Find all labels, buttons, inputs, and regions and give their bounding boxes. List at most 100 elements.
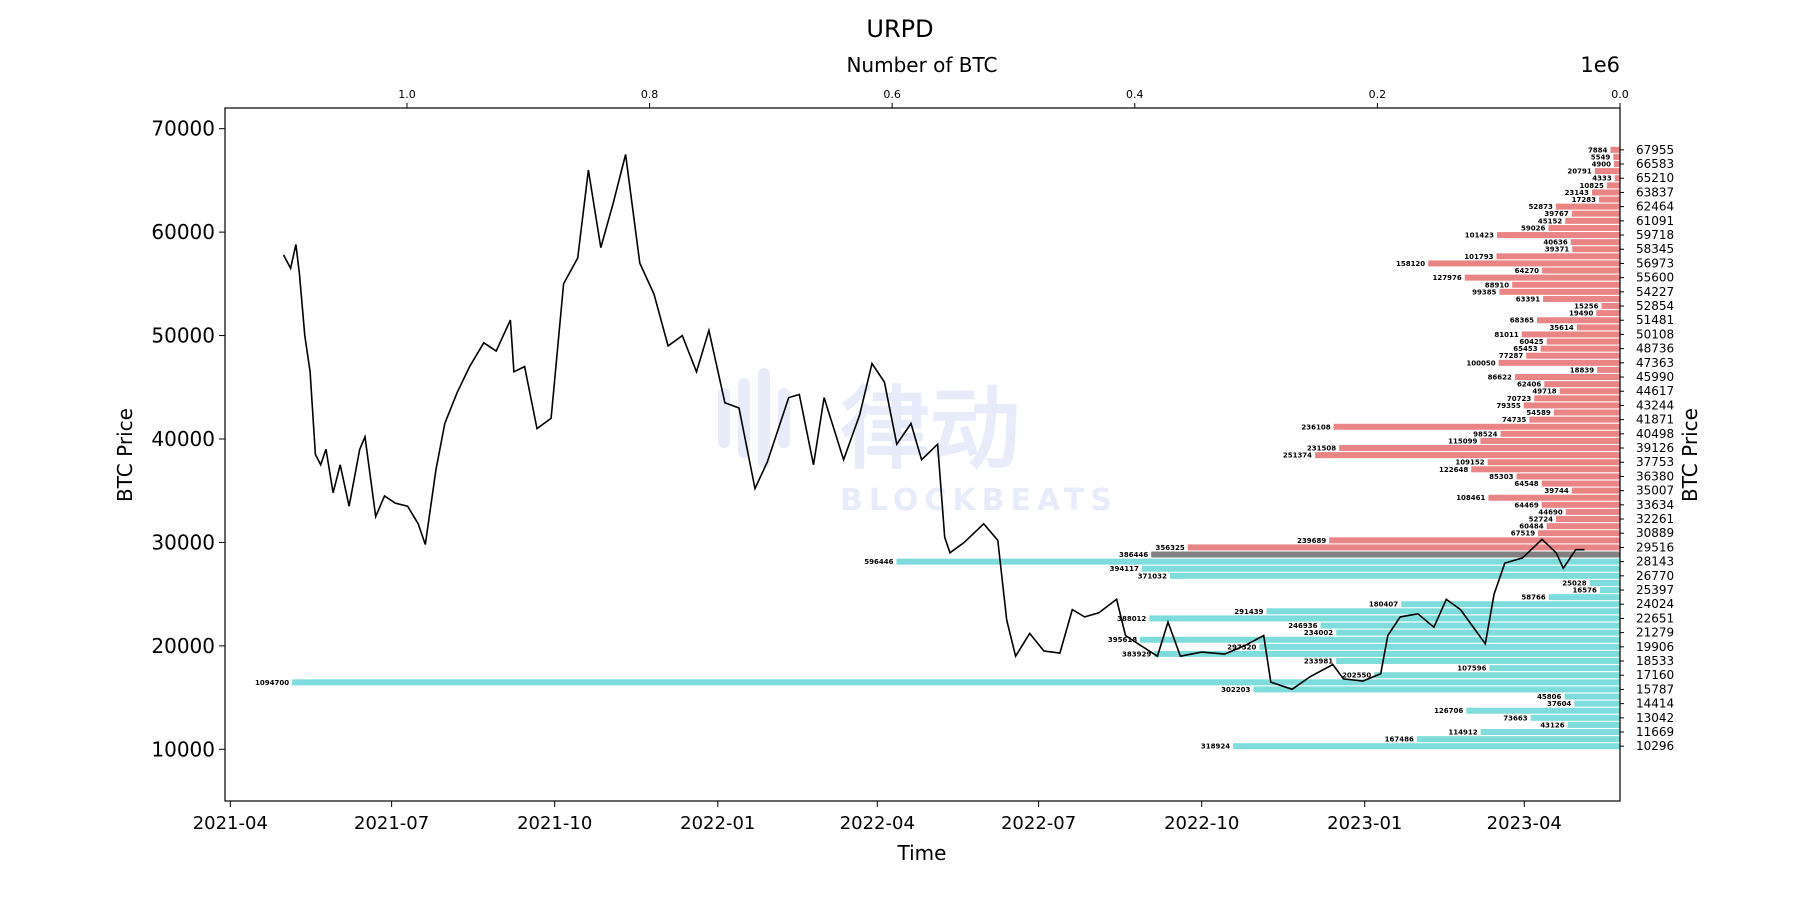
- urpd-bar: [1541, 501, 1620, 508]
- y2-tick-label: 21279: [1636, 626, 1674, 640]
- urpd-bar-label: 25028: [1562, 579, 1586, 587]
- y2-axis-label: BTC Price: [1678, 408, 1702, 502]
- urpd-bar-label: 73663: [1503, 714, 1527, 722]
- urpd-bar-label: 383929: [1122, 650, 1151, 658]
- urpd-bar-label: 114912: [1448, 729, 1477, 737]
- y2-tick-label: 59718: [1636, 228, 1674, 242]
- urpd-bar-label: 18839: [1570, 366, 1594, 374]
- urpd-bar: [1565, 508, 1620, 515]
- urpd-bar: [1149, 615, 1620, 622]
- chart-title: URPD: [866, 15, 933, 43]
- urpd-bar: [1548, 224, 1620, 231]
- urpd-bar-label: 64270: [1515, 267, 1539, 275]
- x-axis: 2021-04 2021-07 2021-10 2022-01 2022-04 2022-…: [193, 801, 1562, 834]
- y2-tick-label: 22651: [1636, 611, 1674, 625]
- y-axis-label: BTC Price: [113, 408, 137, 502]
- urpd-bar-label: 45806: [1537, 693, 1561, 701]
- urpd-bar-label: 395618: [1108, 636, 1137, 644]
- urpd-bar-label: 37604: [1547, 700, 1571, 708]
- y2-tick-label: 32261: [1636, 512, 1674, 526]
- y-tick-label: 40000: [151, 427, 215, 451]
- x-tick-label: 2022-10: [1164, 813, 1239, 834]
- urpd-bar-label: 180407: [1369, 601, 1398, 609]
- urpd-bar: [1339, 445, 1620, 452]
- urpd-bar-label: 58766: [1521, 594, 1545, 602]
- y2-tick-label: 26770: [1636, 569, 1674, 583]
- y2-tick-label: 58345: [1636, 242, 1674, 256]
- urpd-bar: [1488, 494, 1620, 501]
- urpd-bar: [1594, 168, 1620, 175]
- watermark-en: BLOCKBEATS: [840, 483, 1118, 518]
- urpd-bar: [1521, 331, 1620, 338]
- x-tick-label: 2022-01: [680, 813, 755, 834]
- y2-tick-label: 52854: [1636, 299, 1674, 313]
- urpd-bar-label: 54589: [1526, 409, 1550, 417]
- urpd-bar-label: 68365: [1510, 317, 1534, 325]
- urpd-bar: [1596, 310, 1620, 317]
- x2-tick-label: 1.0: [398, 88, 416, 101]
- urpd-bar-label: 167486: [1385, 736, 1414, 744]
- y2-tick-label: 67955: [1636, 143, 1674, 157]
- urpd-bar: [1480, 437, 1620, 444]
- y2-tick-label: 28143: [1636, 555, 1674, 569]
- urpd-bar: [1233, 743, 1620, 750]
- y2-tick-label: 36380: [1636, 469, 1674, 483]
- urpd-bar-label: 98524: [1473, 430, 1497, 438]
- x2-axis-label: Number of BTC: [846, 53, 997, 77]
- y2-tick-label: 37753: [1636, 455, 1674, 469]
- x-tick-label: 2023-01: [1327, 813, 1402, 834]
- urpd-bar-label: 65453: [1513, 345, 1537, 353]
- x-tick-label: 2022-07: [1001, 813, 1076, 834]
- blockbeats-watermark: 律动 BLOCKBEATS: [718, 368, 1118, 518]
- y-tick-label: 70000: [151, 117, 215, 141]
- urpd-bar: [1500, 430, 1620, 437]
- urpd-bar-label: 5549: [1591, 153, 1611, 161]
- urpd-bar: [1489, 665, 1620, 672]
- x-tick-label: 2022-04: [840, 813, 915, 834]
- urpd-bar-label: 45152: [1538, 217, 1562, 225]
- plot-frame: [224, 107, 1621, 802]
- y2-tick-label: 45990: [1636, 370, 1674, 384]
- urpd-bar-label: 394117: [1110, 565, 1139, 573]
- y2-tick-label: 33634: [1636, 498, 1674, 512]
- urpd-bar: [1542, 267, 1620, 274]
- urpd-bar-label: 115099: [1448, 437, 1477, 445]
- y2-tick-label: 41871: [1636, 413, 1674, 427]
- urpd-bar-label: 85303: [1489, 473, 1513, 481]
- x-tick-label: 2021-07: [354, 813, 429, 834]
- y2-tick-label: 65210: [1636, 171, 1674, 185]
- y2-tick-label: 14414: [1636, 697, 1674, 711]
- urpd-bar-label: 70723: [1507, 395, 1531, 403]
- urpd-bar: [1496, 253, 1620, 260]
- urpd-bar-label: 251374: [1283, 452, 1312, 460]
- urpd-bar-label: 127976: [1433, 274, 1462, 282]
- urpd-bar-label: 233981: [1304, 658, 1333, 666]
- urpd-bar-label: 101423: [1465, 232, 1494, 240]
- urpd-bar: [1567, 721, 1620, 728]
- urpd-bar: [1614, 161, 1620, 168]
- urpd-bar: [1480, 729, 1620, 736]
- urpd-bar-label: 15256: [1574, 303, 1598, 311]
- y-tick-label: 10000: [151, 737, 215, 761]
- urpd-bar: [1601, 303, 1620, 310]
- urpd-bar-label: 4900: [1592, 161, 1612, 169]
- urpd-bar-label: 86622: [1488, 374, 1512, 382]
- urpd-bar-label: 62406: [1517, 381, 1541, 389]
- y2-tick-label: 56973: [1636, 256, 1674, 270]
- urpd-bar-label: 64469: [1514, 501, 1538, 509]
- urpd-bar-label: 4333: [1592, 175, 1612, 183]
- urpd-bar: [1401, 601, 1620, 608]
- urpd-bar-label: 39371: [1545, 246, 1569, 254]
- urpd-bar: [1576, 324, 1620, 331]
- urpd-bar-label: 596446: [864, 558, 893, 566]
- urpd-bar: [1555, 203, 1620, 210]
- y2-tick-label: 10296: [1636, 739, 1674, 753]
- urpd-bar: [1498, 359, 1620, 366]
- urpd-bar-label: 246936: [1288, 622, 1317, 630]
- urpd-bar: [1556, 516, 1620, 523]
- y2-tick-label: 47363: [1636, 356, 1674, 370]
- urpd-bar-label: 158120: [1396, 260, 1425, 268]
- urpd-bar-label: 1094700: [255, 679, 289, 687]
- y2-tick-label: 43244: [1636, 398, 1674, 412]
